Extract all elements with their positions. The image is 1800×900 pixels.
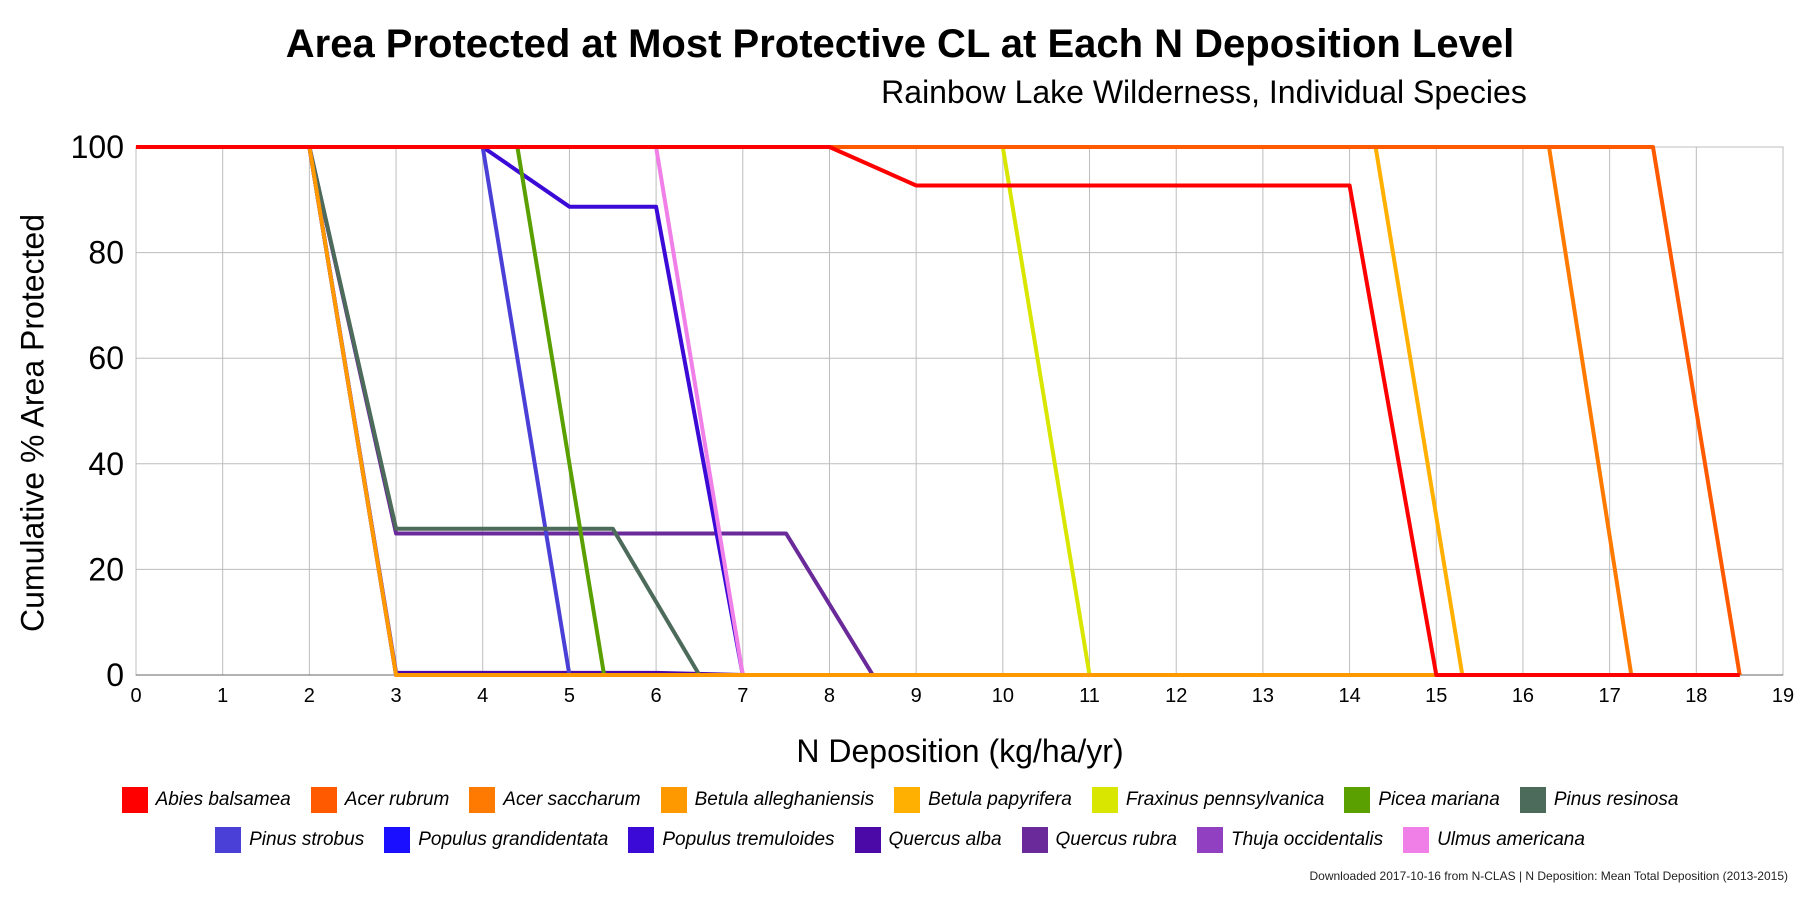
legend-label: Pinus resinosa [1553,789,1679,810]
legend-item: Populus grandidentata [384,827,608,853]
legend-swatch [215,827,242,853]
footer-note: Downloaded 2017-10-16 from N-CLAS | N De… [1309,869,1789,883]
legend-label: Betula papyrifera [928,789,1072,810]
legend-item: Abies balsamea [121,787,291,813]
legend-label: Populus tremuloides [662,829,835,850]
x-tick-label: 15 [1425,685,1447,707]
legend-swatch [894,787,921,813]
legend-label: Thuja occidentalis [1230,829,1384,850]
legend-swatch [121,787,148,813]
legend-label: Picea mariana [1378,789,1500,810]
legend-label: Populus grandidentata [418,829,609,850]
x-tick-label: 7 [737,685,748,707]
legend-label: Fraxinus pennsylvanica [1125,789,1325,810]
legend-swatch [469,787,496,813]
series-line-abies-balsamea [136,145,1740,677]
legend-label: Pinus strobus [249,829,365,850]
legend-swatch [1519,787,1546,813]
legend-label: Abies balsamea [155,789,291,810]
x-tick-label: 11 [1079,685,1100,707]
legend-item: Populus tremuloides [628,827,835,853]
y-tick-label: 0 [106,657,124,693]
legend-row-1: Abies balsamea Acer rubrum Acer saccharum B… [0,787,1800,813]
x-tick-label: 1 [217,685,228,707]
legend-swatch [310,787,337,813]
legend-label: Ulmus americana [1437,829,1585,850]
legend-label: Acer rubrum [344,789,450,810]
legend-item: Thuja occidentalis [1196,827,1384,853]
legend-swatch [384,827,411,853]
x-tick-label: 16 [1512,685,1534,707]
x-tick-label: 19 [1772,685,1794,707]
legend-swatch [854,827,881,853]
legend-item: Pinus strobus [215,827,364,853]
x-tick-label: 2 [304,685,315,707]
y-axis-label: Cumulative % Area Protected [14,214,51,632]
x-tick-label: 6 [651,685,662,707]
x-tick-label: 12 [1165,685,1187,707]
x-tick-label: 18 [1685,685,1707,707]
y-tick-label: 20 [88,551,124,587]
x-tick-label: 9 [911,685,922,707]
legend-swatch [1091,787,1118,813]
y-tick-label: 40 [88,446,124,482]
legend-item: Betula papyrifera [894,787,1072,813]
y-tick-label: 60 [88,340,124,376]
chart-subtitle: Rainbow Lake Wilderness, Individual Spec… [881,74,1527,110]
legend-swatch [1196,827,1223,853]
legend-item: Acer saccharum [469,787,641,813]
x-tick-label: 4 [477,685,488,707]
y-tick-label: 80 [88,235,124,271]
x-tick-label: 13 [1252,685,1274,707]
plot-area [135,146,1784,676]
legend-swatch [1403,827,1430,853]
x-tick-label: 3 [390,685,401,707]
legend-item: Pinus resinosa [1519,787,1679,813]
legend-item: Acer rubrum [310,787,450,813]
legend-label: Quercus rubra [1055,829,1177,850]
chart-title: Area Protected at Most Protective CL at … [285,22,1515,66]
legend-item: Fraxinus pennsylvanica [1091,787,1325,813]
y-tick-label: 100 [71,129,124,165]
legend-item: Ulmus americana [1403,827,1585,853]
x-tick-label: 14 [1338,685,1360,707]
x-tick-label: 8 [824,685,835,707]
x-tick-label: 5 [564,685,575,707]
legend-item: Quercus alba [854,827,1002,853]
x-axis-label: N Deposition (kg/ha/yr) [796,733,1124,769]
x-tick-label: 10 [992,685,1014,707]
legend-swatch [660,787,687,813]
legend-item: Picea mariana [1344,787,1500,813]
legend-item: Betula alleghaniensis [660,787,875,813]
legend-item: Quercus rubra [1021,827,1177,853]
legend-label: Quercus alba [888,829,1002,850]
legend-swatch [628,827,655,853]
x-tick-label: 0 [130,685,141,707]
legend-swatch [1021,827,1048,853]
x-tick-label: 17 [1599,685,1621,707]
legend-swatch [1344,787,1371,813]
legend-label: Acer saccharum [503,789,641,810]
legend-row-2: Pinus strobus Populus grandidentata Populu… [0,827,1800,853]
legend-label: Betula alleghaniensis [694,789,875,810]
